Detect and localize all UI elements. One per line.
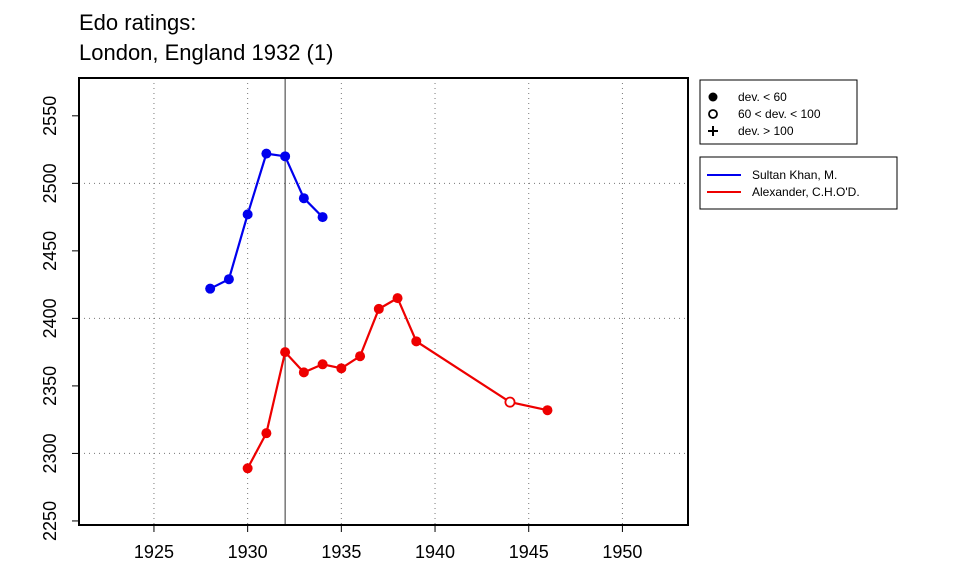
data-point [298,367,309,378]
data-point [411,336,422,347]
series-legend-box [699,156,898,210]
data-point [261,148,272,159]
filled-circle-icon [708,92,718,102]
symbol-legend-label: dev. > 100 [738,124,794,138]
symbol-legend-box [699,79,858,145]
x-tick-label: 1925 [134,542,174,562]
data-point [355,351,366,362]
data-point [205,283,216,294]
chart-title-line-1: Edo ratings: [79,10,197,35]
data-point [373,303,384,314]
data-point [392,293,403,304]
data-point [223,274,234,285]
y-tick-label: 2400 [40,298,60,338]
x-tick-label: 1935 [321,542,361,562]
data-point [242,463,253,474]
data-point [504,396,516,408]
x-tick-label: 1940 [415,542,455,562]
data-point [298,193,309,204]
open-circle-icon [708,109,718,119]
y-tick-label: 2350 [40,366,60,406]
y-tick-label: 2250 [40,501,60,541]
data-point [336,363,347,374]
symbol-legend-label: 60 < dev. < 100 [738,107,821,121]
series-legend-label: Sultan Khan, M. [752,168,837,182]
series-line-1 [246,296,548,469]
plot-frame [78,77,689,526]
data-point [317,212,328,223]
data-point [317,359,328,370]
y-tick-label: 2300 [40,433,60,473]
x-tick-label: 1930 [228,542,268,562]
data-point [261,428,272,439]
series-legend-label: Alexander, C.H.O'D. [752,185,860,199]
data-point [280,347,291,358]
symbol-legend-label: dev. < 60 [738,90,787,104]
chart-title-line-2: London, England 1932 (1) [79,40,334,65]
data-point [242,209,253,220]
data-point [542,405,553,416]
y-tick-label: 2550 [40,96,60,136]
x-tick-label: 1945 [509,542,549,562]
x-tick-label: 1950 [602,542,642,562]
data-point [280,151,291,162]
series-line-0 [209,152,324,290]
y-tick-label: 2500 [40,163,60,203]
y-tick-label: 2450 [40,231,60,271]
